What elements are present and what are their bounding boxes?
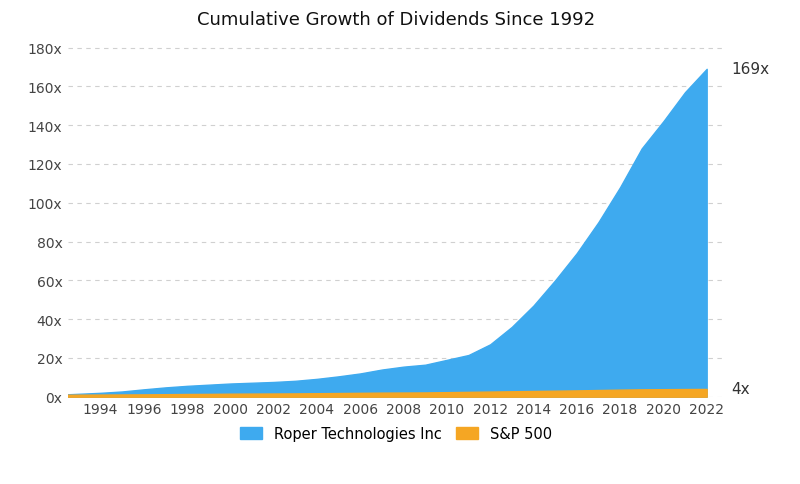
Text: 169x: 169x: [731, 62, 769, 77]
Legend: Roper Technologies Inc, S&P 500: Roper Technologies Inc, S&P 500: [234, 420, 558, 447]
Text: 4x: 4x: [731, 382, 750, 396]
Title: Cumulative Growth of Dividends Since 1992: Cumulative Growth of Dividends Since 199…: [197, 11, 595, 29]
